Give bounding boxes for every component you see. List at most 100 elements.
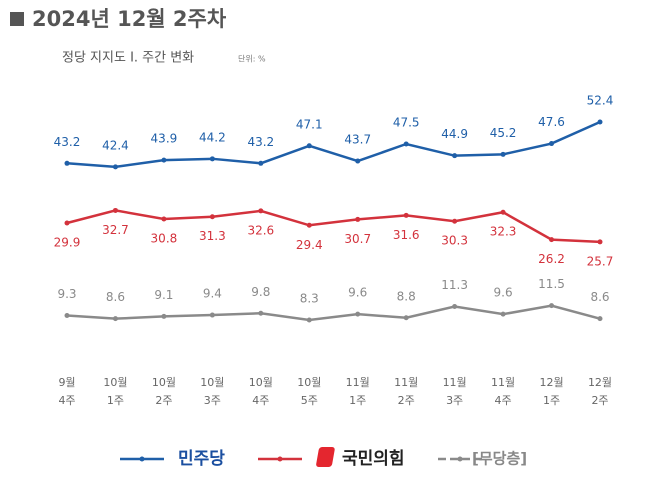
data-label: 29.9 bbox=[54, 236, 81, 250]
data-point bbox=[209, 156, 215, 162]
x-tick-label: 3주 bbox=[446, 394, 463, 407]
data-label: 30.3 bbox=[441, 234, 468, 248]
data-point bbox=[403, 212, 409, 218]
x-tick-label: 4주 bbox=[58, 394, 75, 407]
data-point bbox=[306, 317, 312, 323]
data-point bbox=[64, 220, 70, 226]
data-label: 11.5 bbox=[538, 277, 565, 291]
data-label: 9.4 bbox=[203, 287, 222, 301]
x-tick-label: 1주 bbox=[107, 394, 124, 407]
data-point bbox=[258, 160, 264, 166]
data-point bbox=[500, 311, 506, 317]
data-point bbox=[597, 239, 603, 245]
legend-dot bbox=[139, 456, 145, 462]
data-label: 45.2 bbox=[490, 126, 517, 140]
party-icon bbox=[316, 447, 335, 467]
legend-label: [무당층] bbox=[472, 450, 527, 468]
data-label: 9.6 bbox=[494, 286, 513, 300]
data-label: 47.6 bbox=[538, 115, 565, 129]
data-label: 47.1 bbox=[296, 117, 323, 131]
x-tick-label: 9월 bbox=[58, 376, 75, 389]
data-label: 26.2 bbox=[538, 252, 565, 266]
data-label: 9.6 bbox=[348, 286, 367, 300]
data-label: 32.7 bbox=[102, 223, 129, 237]
data-label: 42.4 bbox=[102, 138, 129, 152]
x-tick-label: 10월 bbox=[103, 376, 127, 389]
x-tick-label: 10월 bbox=[152, 376, 176, 389]
data-label: 8.6 bbox=[106, 290, 125, 304]
data-point bbox=[258, 208, 264, 214]
data-label: 9.3 bbox=[57, 287, 76, 301]
data-point bbox=[64, 313, 70, 319]
data-label: 43.7 bbox=[344, 133, 371, 147]
data-point bbox=[161, 313, 167, 319]
x-tick-label: 5주 bbox=[301, 394, 318, 407]
x-tick-label: 11월 bbox=[443, 376, 467, 389]
x-tick-label: 4주 bbox=[495, 394, 512, 407]
data-point bbox=[64, 160, 70, 166]
x-tick-label: 11월 bbox=[394, 376, 418, 389]
series-line bbox=[66, 120, 601, 169]
data-point bbox=[258, 310, 264, 316]
legend-label: 민주당 bbox=[178, 449, 225, 469]
data-label: 44.9 bbox=[441, 127, 468, 141]
data-point bbox=[500, 209, 506, 215]
data-point bbox=[403, 315, 409, 321]
data-point bbox=[112, 207, 118, 213]
data-point bbox=[452, 304, 458, 310]
data-label: 25.7 bbox=[587, 254, 614, 268]
data-point bbox=[161, 157, 167, 163]
data-point bbox=[597, 316, 603, 322]
title-square bbox=[10, 12, 24, 26]
data-label: 43.9 bbox=[151, 132, 178, 146]
data-label: 31.6 bbox=[393, 228, 420, 242]
x-tick-label: 1주 bbox=[543, 394, 560, 407]
data-point bbox=[355, 311, 361, 317]
data-point bbox=[452, 218, 458, 224]
x-tick-label: 10월 bbox=[297, 376, 321, 389]
legend-dot bbox=[277, 456, 283, 462]
data-label: 8.3 bbox=[300, 292, 319, 306]
data-label: 44.2 bbox=[199, 130, 226, 144]
data-label: 8.8 bbox=[397, 289, 416, 303]
data-label: 43.2 bbox=[54, 135, 81, 149]
legend-dot bbox=[457, 456, 463, 462]
data-label: 43.2 bbox=[247, 135, 274, 149]
data-point bbox=[500, 151, 506, 157]
chart-title: 2024년 12월 2주차 bbox=[32, 7, 227, 31]
data-label: 47.5 bbox=[393, 116, 420, 130]
data-point bbox=[355, 158, 361, 164]
x-tick-label: 12월 bbox=[539, 376, 563, 389]
data-point bbox=[112, 316, 118, 322]
x-tick-label: 2주 bbox=[398, 394, 415, 407]
data-point bbox=[597, 119, 603, 125]
x-tick-label: 4주 bbox=[252, 394, 269, 407]
series-line bbox=[66, 209, 601, 244]
data-point bbox=[549, 237, 555, 243]
legend-label: 국민의힘 bbox=[342, 448, 405, 469]
data-label: 29.4 bbox=[296, 238, 323, 252]
data-point bbox=[161, 216, 167, 222]
data-label: 32.6 bbox=[247, 223, 274, 237]
data-point bbox=[209, 312, 215, 318]
data-point bbox=[209, 214, 215, 220]
data-point bbox=[306, 222, 312, 228]
data-label: 11.3 bbox=[441, 278, 468, 292]
series-line bbox=[66, 304, 601, 322]
x-tick-label: 11월 bbox=[491, 376, 515, 389]
data-label: 31.3 bbox=[199, 229, 226, 243]
data-point bbox=[549, 303, 555, 309]
data-point bbox=[549, 141, 555, 147]
data-label: 30.8 bbox=[151, 231, 178, 245]
data-point bbox=[403, 141, 409, 147]
data-point bbox=[355, 216, 361, 222]
data-label: 52.4 bbox=[587, 94, 614, 108]
x-tick-label: 11월 bbox=[346, 376, 370, 389]
data-point bbox=[452, 153, 458, 159]
x-tick-label: 3주 bbox=[204, 394, 221, 407]
data-label: 9.8 bbox=[251, 285, 270, 299]
data-label: 32.3 bbox=[490, 225, 517, 239]
data-label: 9.1 bbox=[154, 288, 173, 302]
x-tick-label: 1주 bbox=[349, 394, 366, 407]
